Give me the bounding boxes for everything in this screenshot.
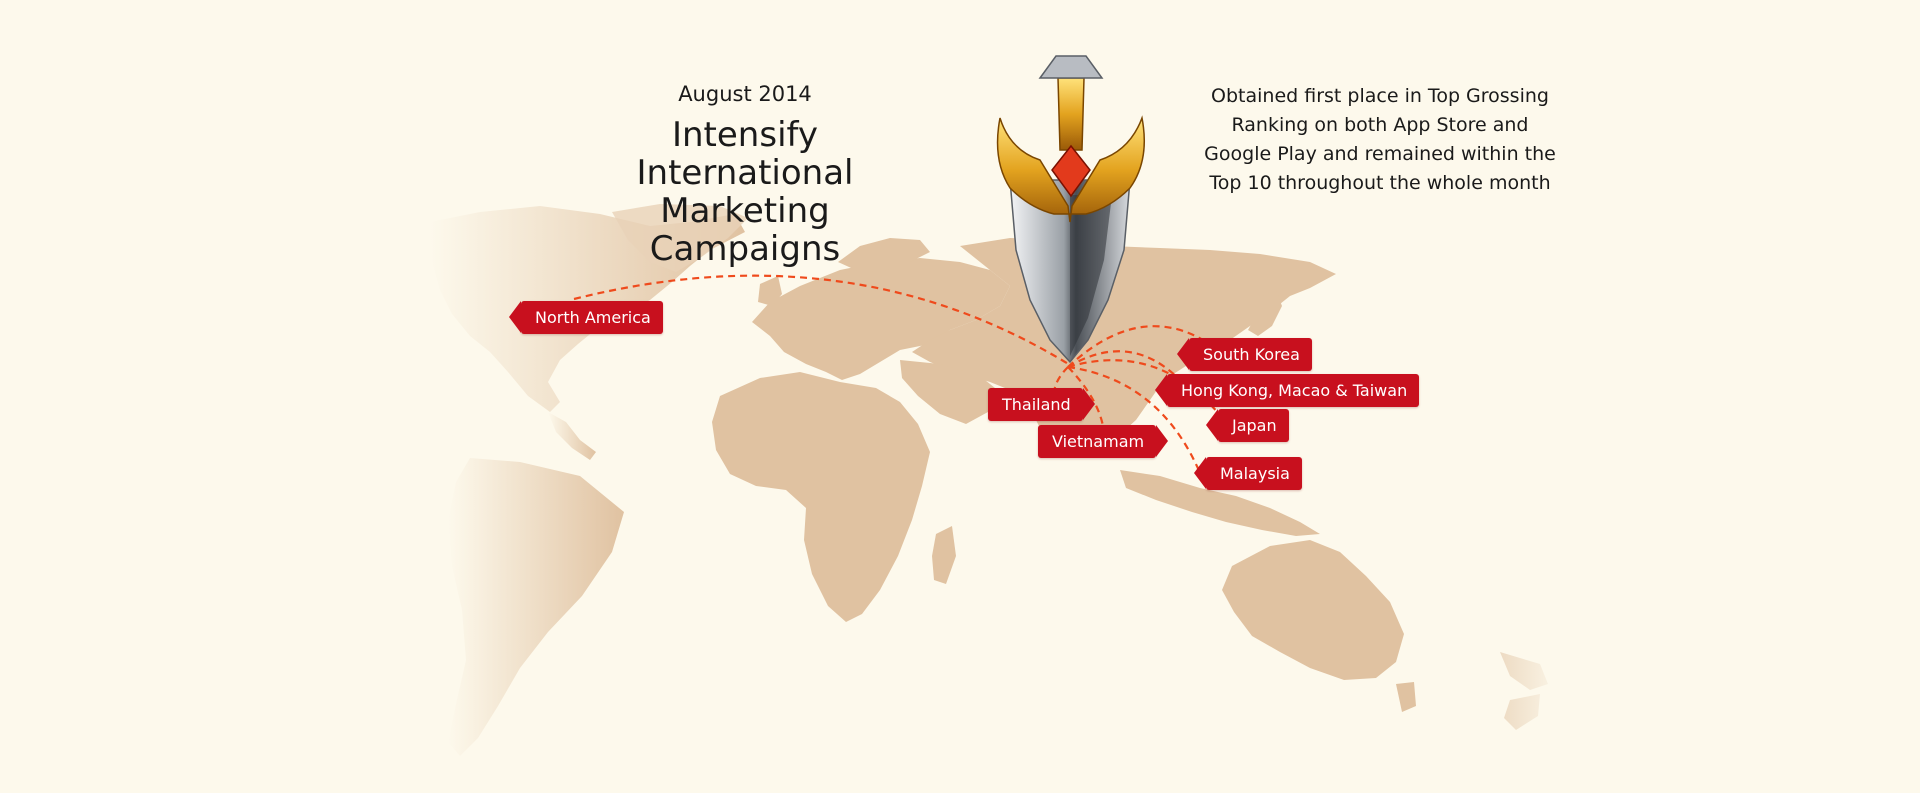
land-new-zealand [1500,652,1548,730]
land-central-america [548,412,596,460]
sword-icon [996,55,1145,364]
date-label: August 2014 [678,82,812,106]
land-middle-east [900,360,1000,424]
tag-japan[interactable]: Japan [1206,409,1289,442]
achievement-line4: Top 10 throughout the whole month [1209,172,1551,194]
tag-north-america[interactable]: North America [509,301,663,334]
sword-pommel [1038,55,1104,79]
land-asia [912,238,1336,452]
campaign-title-line2: Marketing Campaigns [649,191,841,269]
route-hong-kong [1067,350,1181,381]
achievement-line1: Obtained first place in Top Grossing [1211,85,1549,107]
sword-gem [1051,144,1091,198]
sword-grip [1057,77,1085,151]
route-south-korea [1067,325,1209,368]
sword-guard [996,115,1145,223]
land-south-america [448,458,624,756]
tag-south-korea[interactable]: South Korea [1177,338,1312,371]
campaign-title-line1: Intensify International [636,115,854,193]
land-se-asia-islands [1120,470,1320,536]
achievement-line2: Ranking on both App Store and [1231,114,1529,136]
route-malaysia [1067,365,1202,474]
tag-vietnam[interactable]: Vietnamam [1038,425,1169,458]
land-uk [758,276,782,306]
land-africa [712,372,930,622]
achievement-line3: Google Play and remained within the [1204,143,1556,165]
land-greenland [612,204,748,272]
tag-hong-kong-macao-taiwan[interactable]: Hong Kong, Macao & Taiwan [1154,374,1420,407]
achievement-text: Obtained first place in Top Grossing Ran… [1200,82,1560,198]
land-japan [1248,290,1282,336]
land-europe [752,258,1010,380]
land-tasmania [1396,682,1416,712]
land-scandinavia [838,238,930,272]
land-madagascar [932,526,956,584]
tag-thailand[interactable]: Thailand [988,388,1095,421]
route-north-america [573,274,1071,366]
tag-malaysia[interactable]: Malaysia [1194,457,1302,490]
land-australia [1222,540,1404,680]
campaign-title: Intensify International Marketing Campai… [560,116,930,268]
route-japan [1067,359,1225,421]
sword-blade-edge [1070,195,1112,356]
